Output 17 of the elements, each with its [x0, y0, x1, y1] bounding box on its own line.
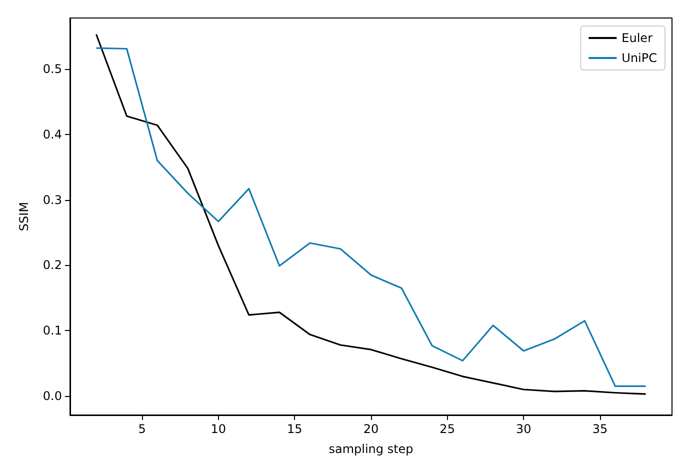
- y-tick-label: 0.5: [42, 62, 62, 76]
- y-tick-label: 0.1: [42, 324, 62, 338]
- legend-label: UniPC: [622, 51, 658, 65]
- y-tick-label: 0.3: [42, 192, 62, 207]
- x-axis-title: sampling step: [328, 442, 414, 456]
- x-tick-label: 20: [363, 422, 379, 436]
- y-axis-title: SSIM: [17, 202, 31, 232]
- x-tick-label: 10: [210, 422, 226, 436]
- x-tick-label: 35: [592, 422, 608, 436]
- x-tick-label: 5: [138, 422, 146, 436]
- legend-label: Euler: [622, 31, 653, 45]
- x-tick-label: 25: [440, 422, 455, 436]
- x-tick-label: 15: [287, 422, 302, 436]
- y-tick-label: 0.2: [42, 258, 62, 272]
- y-tick-label: 0.0: [42, 389, 62, 404]
- y-tick-label: 0.4: [42, 127, 62, 142]
- x-tick-label: 30: [516, 422, 532, 436]
